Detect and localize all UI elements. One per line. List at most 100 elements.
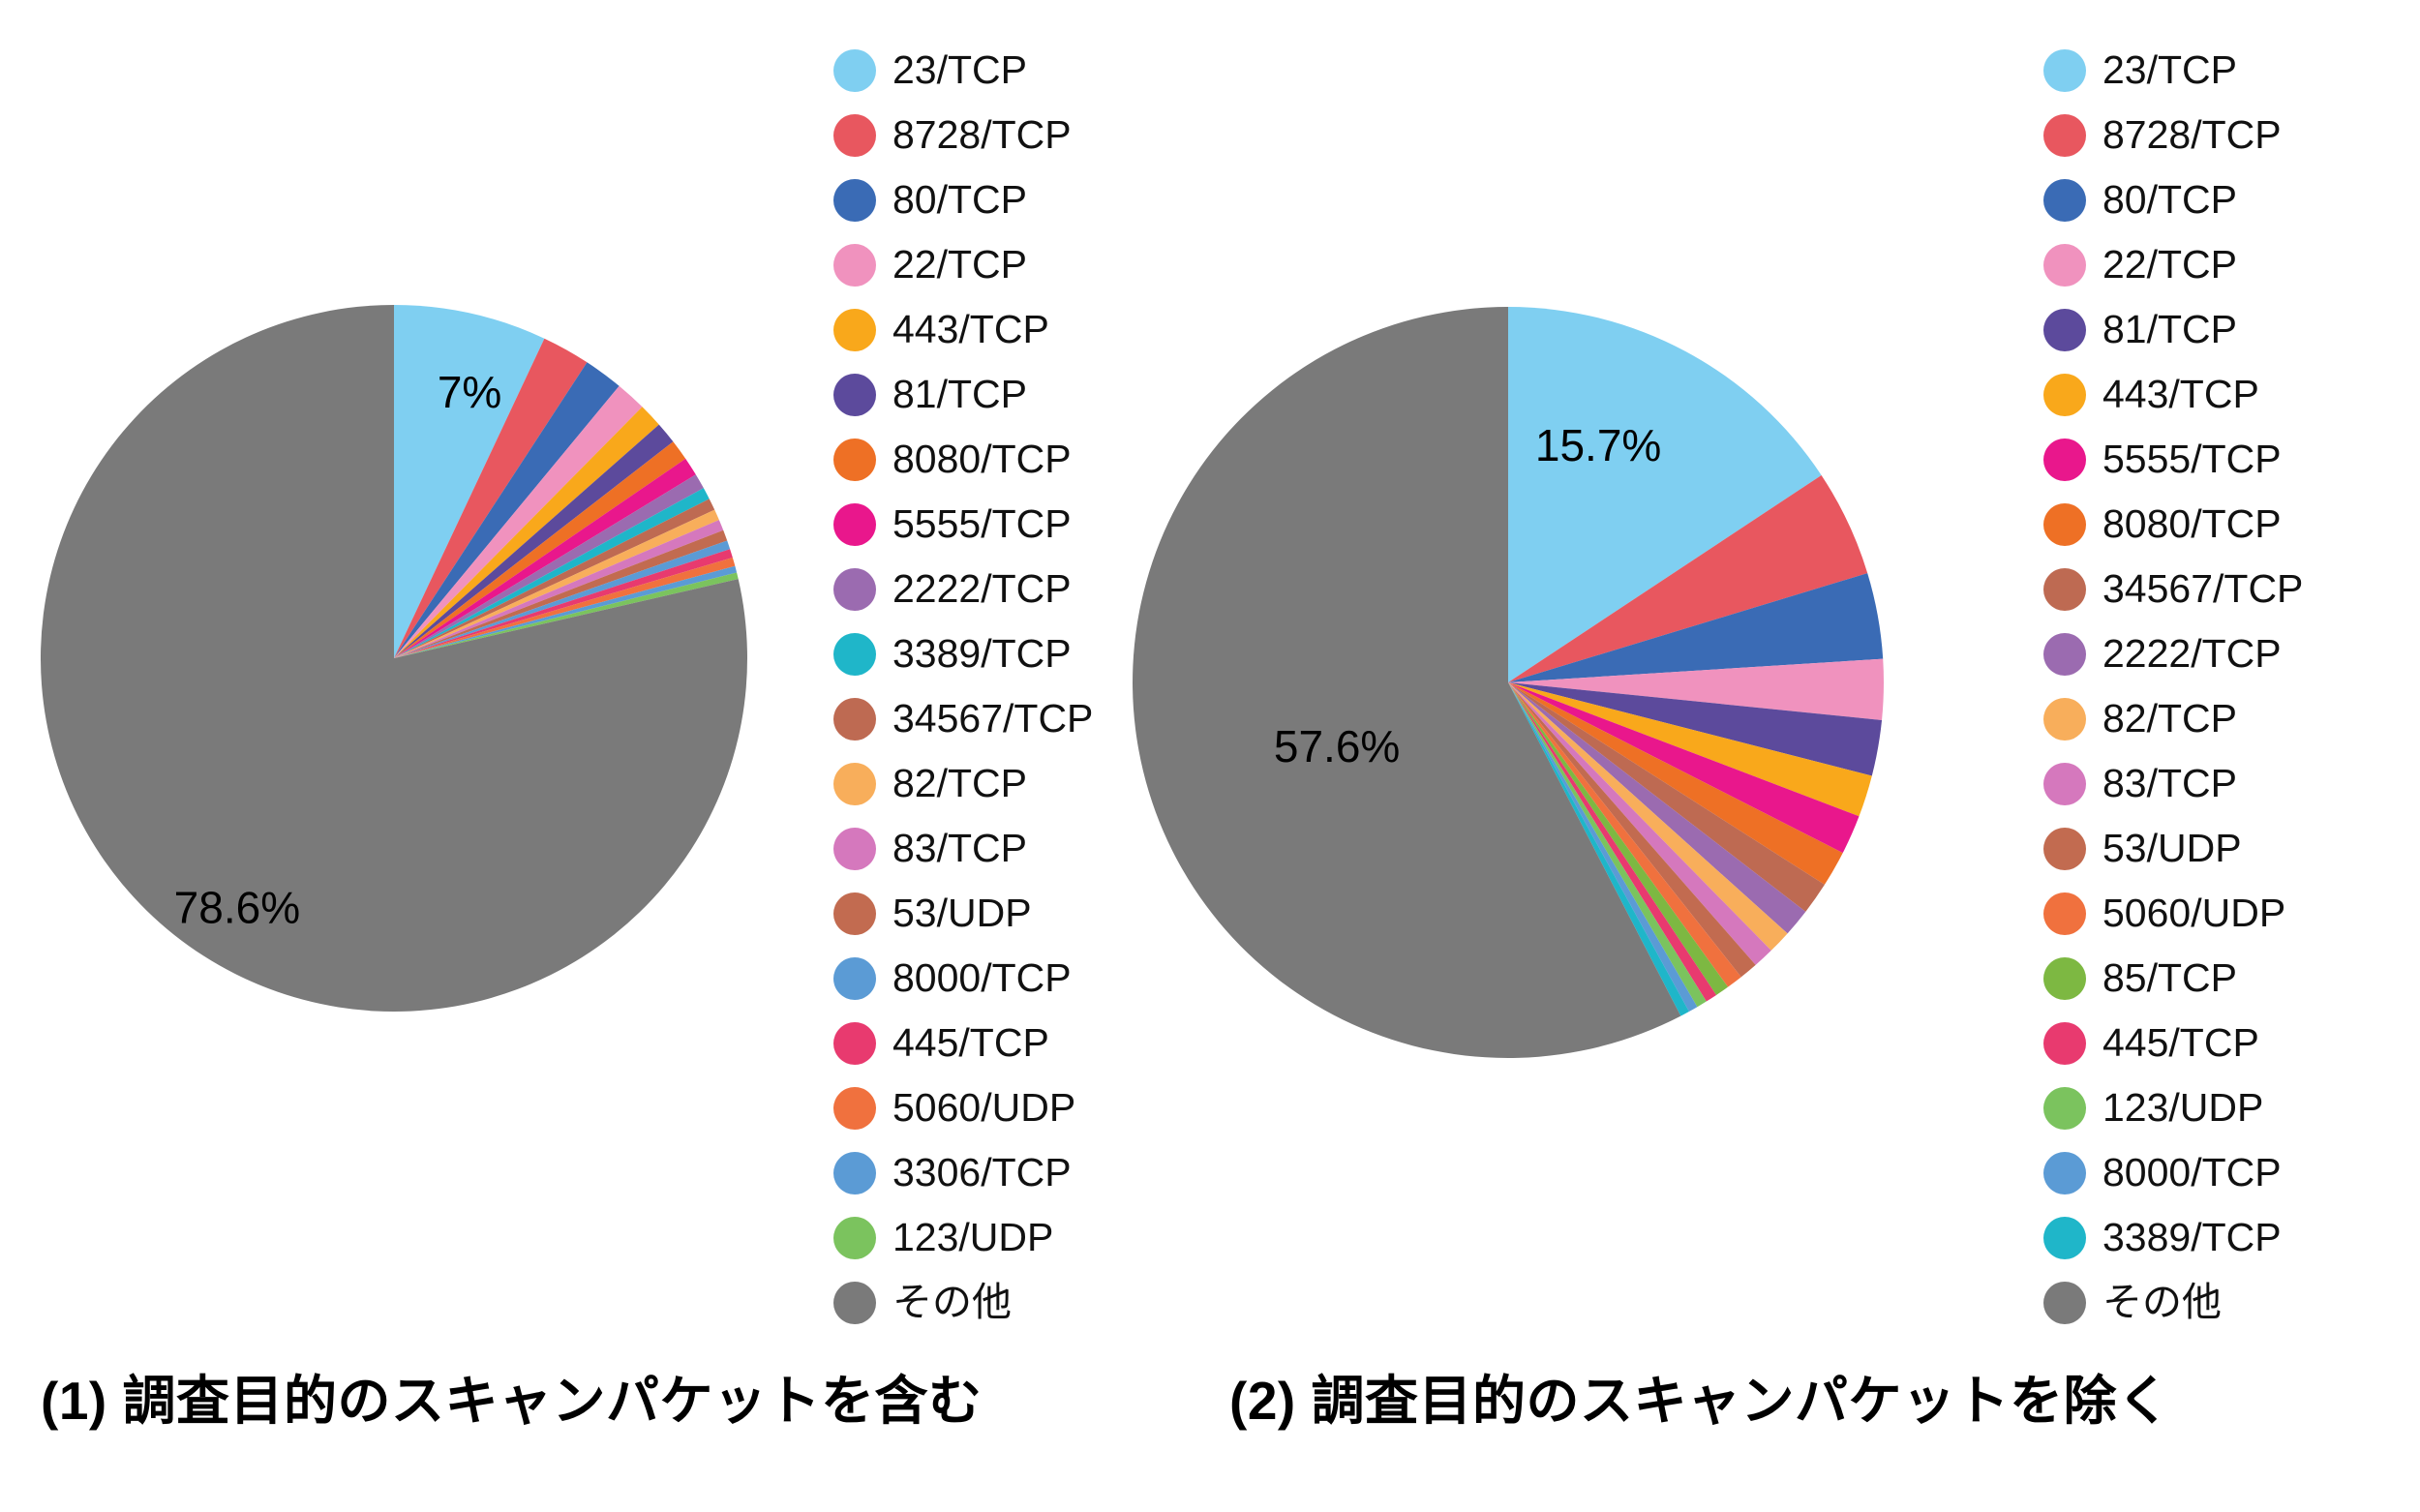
pie-slice-81/TCP <box>1508 682 1883 776</box>
legend-label: 5060/UDP <box>892 1085 1076 1130</box>
legend-label: 5555/TCP <box>892 501 1072 546</box>
pie-slice-23/TCP <box>1508 307 1822 682</box>
legend-swatch-icon <box>2043 178 2086 222</box>
legend-item: 34567/TCP <box>2043 557 2303 621</box>
legend-label: 2222/TCP <box>2102 631 2282 676</box>
legend-swatch-icon <box>2043 1216 2086 1259</box>
legend-label: 8080/TCP <box>892 437 1072 481</box>
legend-label: 53/UDP <box>2102 826 2242 870</box>
legend-item: 5555/TCP <box>2043 427 2303 492</box>
pie-slice-80/TCP <box>394 362 620 658</box>
legend-item: 3389/TCP <box>2043 1205 2303 1270</box>
legend-label: 3306/TCP <box>892 1150 1072 1194</box>
legend-swatch-icon <box>833 697 876 741</box>
legend-item: 83/TCP <box>2043 751 2303 816</box>
legend-label: 82/TCP <box>892 761 1027 805</box>
legend-item: 443/TCP <box>833 297 1093 362</box>
legend-item: 22/TCP <box>833 232 1093 297</box>
legend-item: 8000/TCP <box>833 946 1093 1011</box>
pie-slice-443/TCP <box>1508 682 1872 817</box>
legend-swatch-icon <box>2043 113 2086 157</box>
legend-swatch-icon <box>2043 956 2086 1000</box>
legend-item: 123/UDP <box>2043 1075 2303 1140</box>
pie-slice-445/TCP <box>1508 682 1717 1002</box>
legend-swatch-icon <box>2043 1021 2086 1065</box>
legend-label: 8080/TCP <box>2102 501 2282 546</box>
legend-item: 53/UDP <box>833 881 1093 946</box>
pct-label: 15.7% <box>1535 420 1661 470</box>
legend-label: 123/UDP <box>892 1215 1054 1259</box>
pie-slice-8000/TCP <box>394 540 731 658</box>
legend-item: 34567/TCP <box>833 686 1093 751</box>
pie-slice-123/UDP <box>394 572 739 658</box>
pie-slice-22/TCP <box>394 385 643 658</box>
legend-swatch-icon <box>2043 373 2086 416</box>
legend-item: 445/TCP <box>833 1011 1093 1075</box>
pie-slice-123/UDP <box>1508 682 1707 1008</box>
legend-item: その他 <box>2043 1270 2303 1335</box>
pie-slice-445/TCP <box>394 549 733 658</box>
pie-slice-2222/TCP <box>394 474 704 658</box>
pie-slice-80/TCP <box>1508 573 1884 682</box>
legend-label: 53/UDP <box>892 891 1032 935</box>
legend-label: 3389/TCP <box>892 631 1072 676</box>
legend-swatch-icon <box>2043 243 2086 287</box>
legend-label: その他 <box>892 1280 1012 1324</box>
pie-slice-443/TCP <box>394 407 659 658</box>
pie-slice-83/TCP <box>394 520 724 658</box>
pie-slice-82/TCP <box>394 509 719 658</box>
legend-swatch-icon <box>833 1151 876 1194</box>
legend-swatch-icon <box>2043 632 2086 676</box>
legend-label: 445/TCP <box>2102 1020 2259 1065</box>
pie-chart-without-scan: 15.7% 57.6% <box>1133 307 1884 1058</box>
legend-label: 23/TCP <box>892 47 1027 92</box>
legend-swatch-icon <box>2043 502 2086 546</box>
pie-slice-8728/TCP <box>1508 474 1868 682</box>
legend-label: 80/TCP <box>2102 177 2237 222</box>
legend-swatch-icon <box>833 502 876 546</box>
pie-slice-その他 <box>1133 307 1681 1058</box>
legend-with-scan: 23/TCP 8728/TCP 80/TCP 22/TCP 443/TCP 81/TCP 8… <box>833 38 1093 1335</box>
legend-label: 81/TCP <box>2102 307 2237 351</box>
legend-item: 83/TCP <box>833 816 1093 881</box>
pie-chart-with-scan: 7% 78.6% <box>41 305 747 1012</box>
legend-item: 80/TCP <box>2043 167 2303 232</box>
legend-item: 8000/TCP <box>2043 1140 2303 1205</box>
legend-item: 80/TCP <box>833 167 1093 232</box>
legend-label: 83/TCP <box>2102 761 2237 805</box>
legend-item: 5555/TCP <box>833 492 1093 557</box>
legend-item: 8728/TCP <box>833 103 1093 167</box>
legend-label: 443/TCP <box>2102 372 2259 416</box>
legend-item: 5060/UDP <box>2043 881 2303 946</box>
legend-swatch-icon <box>2043 1151 2086 1194</box>
legend-item: 8728/TCP <box>2043 103 2303 167</box>
pie-slice-2222/TCP <box>1508 682 1806 934</box>
legend-swatch-icon <box>2043 1281 2086 1324</box>
legend-item: 23/TCP <box>2043 38 2303 103</box>
pie-slice-82/TCP <box>1508 682 1788 951</box>
legend-swatch-icon <box>833 827 876 870</box>
legend-swatch-icon <box>2043 438 2086 481</box>
legend-swatch-icon <box>833 438 876 481</box>
pie-slice-53/UDP <box>394 529 728 658</box>
pct-label: 57.6% <box>1274 721 1400 771</box>
caption-without-scan: (2) 調査目的のスキャンパケットを除く <box>1229 1371 2171 1431</box>
legend-swatch-icon <box>833 762 876 805</box>
pie-slice-8000/TCP <box>1508 682 1698 1013</box>
pie-slice-5555/TCP <box>394 458 696 658</box>
legend-swatch-icon <box>2043 567 2086 611</box>
legend-label: 34567/TCP <box>892 696 1094 741</box>
pie-slice-5555/TCP <box>1508 682 1860 854</box>
legend-label: 5060/UDP <box>2102 891 2286 935</box>
legend-item: 23/TCP <box>833 38 1093 103</box>
legend-swatch-icon <box>2043 827 2086 870</box>
legend-item: 123/UDP <box>833 1205 1093 1270</box>
legend-item: 82/TCP <box>2043 686 2303 751</box>
legend-label: 83/TCP <box>892 826 1027 870</box>
legend-label: 2222/TCP <box>892 566 1072 611</box>
pie-slice-3389/TCP <box>1508 682 1689 1016</box>
legend-without-scan: 23/TCP 8728/TCP 80/TCP 22/TCP 81/TCP 443/TCP 5… <box>2043 38 2303 1335</box>
legend-label: 8000/TCP <box>2102 1150 2282 1194</box>
legend-label: 81/TCP <box>892 372 1027 416</box>
